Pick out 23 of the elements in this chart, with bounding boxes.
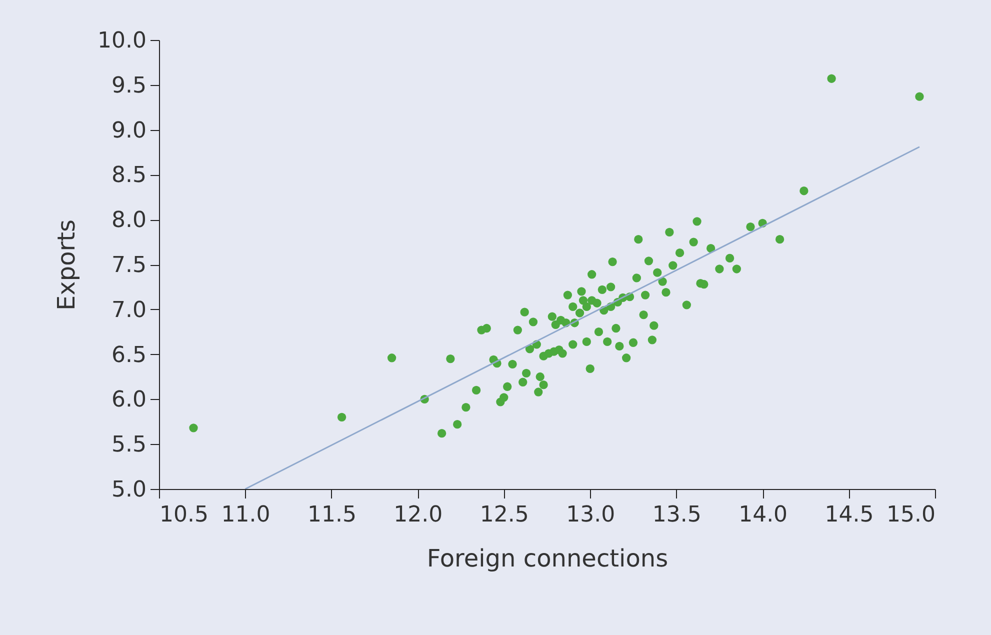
y-tick-label: 9.0 [112, 118, 146, 144]
y-tick-label: 7.0 [112, 298, 146, 323]
y-tick-label: 8.5 [112, 163, 146, 188]
y-tick-label: 6.5 [112, 342, 146, 368]
y-tick-label: 8.0 [112, 208, 146, 234]
y-tick-label: 10.0 [98, 28, 146, 54]
x-tick-label: 13.5 [652, 502, 702, 528]
y-tick-label: 5.0 [112, 478, 146, 502]
x-tick-label: 11.5 [307, 502, 356, 528]
y-tick-label: 9.5 [112, 73, 146, 98]
x-tick-label: 14.0 [738, 502, 788, 528]
x-axis-title: Foreign connections [426, 544, 668, 572]
x-tick-label: 12.5 [480, 502, 529, 528]
x-tick-label: 11.0 [221, 502, 270, 528]
y-tick-label: 5.5 [112, 432, 146, 458]
x-tick-label: 14.5 [824, 502, 874, 528]
y-axis-title: Exports [52, 219, 81, 311]
x-tick-label: 13.0 [566, 502, 616, 528]
y-tick-label: 6.0 [112, 388, 146, 413]
x-tick-label: 15.0 [886, 502, 936, 528]
x-tick-label: 10.5 [160, 502, 208, 528]
y-tick-label: 7.5 [112, 253, 146, 278]
x-tick-label: 12.0 [394, 502, 443, 528]
